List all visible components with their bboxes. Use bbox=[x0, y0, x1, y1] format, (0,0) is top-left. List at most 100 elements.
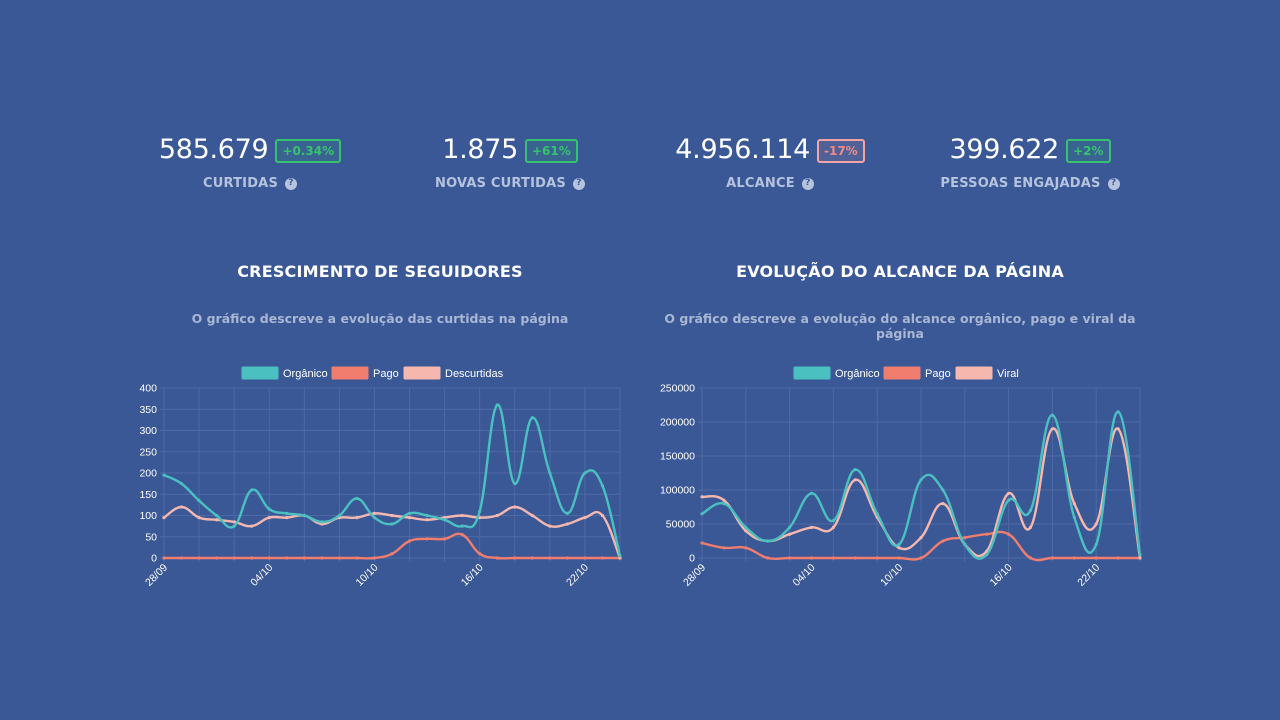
panel-subtitle: O gráfico descreve a evolução do alcance… bbox=[664, 311, 1136, 341]
data-point bbox=[1094, 556, 1098, 560]
data-point bbox=[963, 542, 967, 547]
data-point bbox=[788, 556, 792, 560]
data-point bbox=[215, 556, 219, 560]
x-tick-label: 28/09 bbox=[681, 562, 708, 589]
data-point bbox=[722, 502, 726, 506]
y-tick-label: 250 bbox=[139, 446, 157, 458]
y-tick-label: 100 bbox=[139, 510, 157, 522]
data-point bbox=[583, 516, 587, 520]
y-tick-label: 150 bbox=[139, 489, 157, 501]
kpi-label: NOVAS CURTIDAS bbox=[435, 176, 566, 191]
legend-label: Orgânico bbox=[835, 368, 880, 380]
help-icon[interactable]: ? bbox=[1107, 177, 1120, 190]
panel-alcance: EVOLUÇÃO DO ALCANCE DA PÁGINA O gráfico … bbox=[640, 262, 1160, 341]
data-point bbox=[162, 473, 166, 477]
y-tick-label: 400 bbox=[139, 383, 157, 395]
data-point bbox=[700, 512, 704, 516]
kpi-value: 585.679 bbox=[158, 134, 269, 165]
data-point bbox=[407, 516, 412, 520]
data-point bbox=[766, 539, 770, 543]
data-point bbox=[700, 495, 704, 499]
x-tick-label: 16/10 bbox=[988, 562, 1015, 589]
data-point bbox=[372, 556, 377, 560]
data-point bbox=[197, 556, 201, 560]
data-point bbox=[530, 416, 534, 420]
kpi-label: ALCANCE bbox=[726, 176, 795, 191]
data-point bbox=[495, 556, 499, 560]
data-point bbox=[285, 556, 289, 560]
kpi-value: 1.875 bbox=[442, 134, 518, 165]
data-point bbox=[250, 556, 254, 560]
legend-label: Pago bbox=[373, 368, 399, 380]
kpi-change-badge: -17% bbox=[817, 138, 865, 163]
kpi-value: 399.622 bbox=[949, 134, 1060, 165]
panel-title: EVOLUÇÃO DO ALCANCE DA PÁGINA bbox=[736, 262, 1064, 281]
data-point bbox=[1050, 556, 1054, 560]
legend-swatch bbox=[883, 366, 921, 380]
series-line bbox=[163, 403, 622, 557]
data-point bbox=[320, 520, 324, 524]
data-point bbox=[722, 546, 726, 550]
help-icon[interactable]: ? bbox=[572, 177, 585, 190]
data-point bbox=[425, 513, 429, 518]
data-point bbox=[600, 484, 605, 488]
data-point bbox=[1050, 413, 1054, 417]
data-point bbox=[285, 511, 289, 515]
data-point bbox=[390, 552, 394, 556]
data-point bbox=[565, 522, 569, 526]
data-point bbox=[853, 478, 857, 482]
data-point bbox=[425, 537, 429, 541]
data-point bbox=[700, 541, 704, 545]
help-icon[interactable]: ? bbox=[285, 177, 298, 190]
data-point bbox=[1028, 508, 1033, 512]
data-point bbox=[232, 520, 236, 524]
data-point bbox=[390, 513, 394, 518]
kpi-label: CURTIDAS bbox=[202, 176, 279, 191]
data-point bbox=[407, 511, 412, 515]
data-point bbox=[941, 539, 945, 543]
data-point bbox=[337, 513, 341, 518]
data-point bbox=[530, 556, 534, 560]
data-point bbox=[513, 556, 517, 560]
legend-label: Descurtidas bbox=[445, 368, 504, 380]
data-point bbox=[583, 471, 587, 475]
data-point bbox=[548, 556, 552, 560]
data-point bbox=[583, 556, 587, 560]
data-point bbox=[1072, 502, 1076, 506]
data-point bbox=[425, 518, 429, 522]
data-point bbox=[766, 556, 770, 560]
data-point bbox=[390, 522, 394, 526]
data-point bbox=[1072, 556, 1076, 560]
help-icon[interactable]: ? bbox=[801, 177, 814, 190]
kpi-curtidas: 585.679 +0.34% CURTIDAS ? bbox=[130, 134, 370, 191]
data-point bbox=[875, 556, 879, 560]
data-point bbox=[478, 509, 482, 513]
data-point bbox=[1028, 556, 1033, 560]
data-point bbox=[985, 553, 989, 557]
data-point bbox=[232, 524, 236, 528]
data-point bbox=[744, 529, 748, 533]
data-point bbox=[460, 513, 464, 518]
data-point bbox=[495, 403, 499, 407]
kpi-label: PESSOAS ENGAJADAS bbox=[940, 176, 1101, 191]
data-point bbox=[744, 546, 748, 550]
data-point bbox=[443, 518, 447, 522]
data-point bbox=[1138, 556, 1142, 560]
series-line bbox=[701, 410, 1142, 560]
data-point bbox=[897, 556, 901, 560]
data-point bbox=[1138, 553, 1142, 557]
y-tick-label: 200000 bbox=[660, 417, 695, 429]
legend-swatch bbox=[331, 366, 369, 380]
data-point bbox=[267, 516, 271, 520]
data-point bbox=[788, 532, 792, 536]
panel-title: CRESCIMENTO DE SEGUIDORES bbox=[237, 262, 523, 281]
x-tick-label: 04/10 bbox=[791, 562, 818, 589]
data-point bbox=[162, 516, 166, 520]
data-point bbox=[831, 519, 836, 523]
x-tick-label: 10/10 bbox=[878, 562, 905, 589]
data-point bbox=[1094, 542, 1098, 547]
data-point bbox=[513, 482, 517, 486]
y-tick-label: 350 bbox=[139, 404, 157, 416]
kpi-change-badge: +2% bbox=[1066, 138, 1111, 163]
data-point bbox=[179, 505, 184, 509]
